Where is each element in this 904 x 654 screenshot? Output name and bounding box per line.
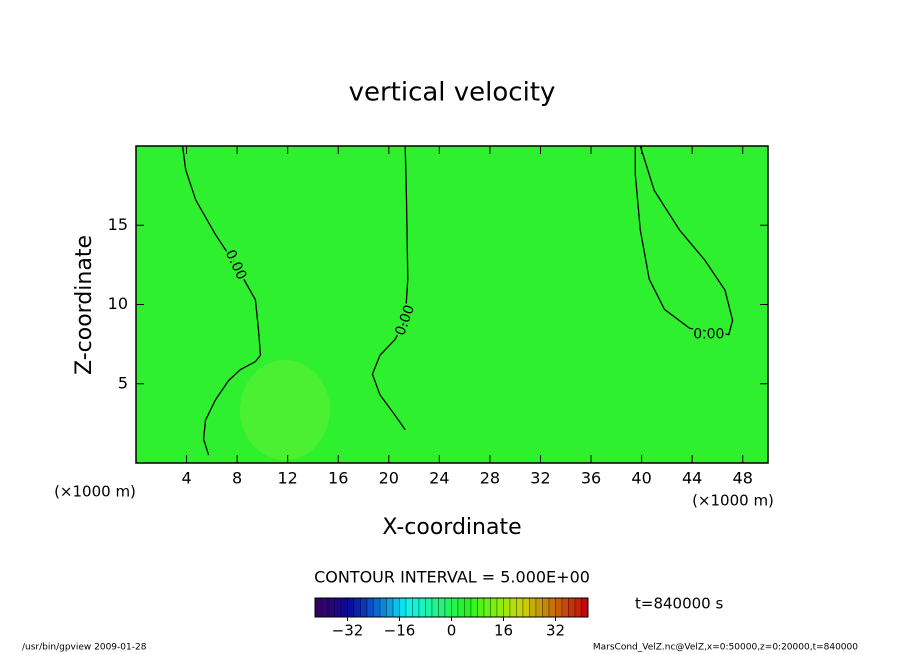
colorbar-cell: [561, 597, 569, 618]
x-unit-label: (×1000 m): [692, 492, 774, 510]
y-tick-label: 5: [118, 373, 128, 392]
colorbar-cell: [353, 597, 361, 618]
colorbar-cell: [568, 597, 576, 618]
colorbar-cell: [327, 597, 335, 618]
x-tick-label: 24: [429, 469, 449, 488]
y-tick-label: 10: [108, 294, 128, 313]
colorbar-cell: [334, 597, 342, 618]
colorbar-cell: [483, 597, 491, 618]
x-tick-label: 16: [328, 469, 348, 488]
colorbar-cell: [392, 597, 400, 618]
colorbar-tick-label: −16: [384, 622, 416, 640]
contour-line: [371, 145, 409, 431]
plot-fill: [136, 146, 768, 463]
colorbar-cell: [581, 597, 589, 618]
colorbar-cell: [535, 597, 543, 618]
colorbar-cell: [386, 597, 394, 618]
x-tick-label: 32: [530, 469, 550, 488]
colorbar-cell: [340, 597, 348, 618]
x-tick-label: 40: [631, 469, 651, 488]
colorbar-cell: [444, 597, 452, 618]
field-patch: [240, 360, 330, 460]
time-label: t=840000 s: [635, 595, 723, 613]
x-unit-label: (×1000 m): [54, 483, 136, 501]
x-tick-label: 8: [232, 469, 242, 488]
contour-interval: CONTOUR INTERVAL = 5.000E+00: [314, 568, 590, 587]
x-tick-label: 20: [379, 469, 399, 488]
colorbar-cell: [347, 597, 355, 618]
colorbar-cell: [516, 597, 524, 618]
colorbar-cell: [470, 597, 478, 618]
contour-label: 0.00: [693, 327, 724, 343]
colorbar-tick-label: 0: [447, 622, 457, 640]
colorbar-cell: [464, 597, 472, 618]
x-tick-label: 12: [278, 469, 298, 488]
footer-left: /usr/bin/gpview 2009-01-28: [22, 643, 147, 653]
colorbar-cell: [314, 597, 322, 618]
colorbar-cell: [405, 597, 413, 618]
colorbar-cell: [360, 597, 368, 618]
colorbar-cell: [438, 597, 446, 618]
colorbar-cell: [399, 597, 407, 618]
colorbar-cell: [529, 597, 537, 618]
colorbar-cell: [321, 597, 329, 618]
colorbar-cell: [418, 597, 426, 618]
colorbar-tick-label: 16: [494, 622, 513, 640]
footer-right: MarsCond_VelZ.nc@VelZ,x=0:50000,z=0:2000…: [593, 643, 858, 653]
x-tick-label: 4: [181, 469, 191, 488]
colorbar-cell: [457, 597, 465, 618]
colorbar-cell: [496, 597, 504, 618]
colorbar-cell: [555, 597, 563, 618]
colorbar-cell: [522, 597, 530, 618]
contour-line: [634, 145, 734, 336]
colorbar-cell: [412, 597, 420, 618]
colorbar-cell: [366, 597, 374, 618]
contour-line: [181, 145, 262, 456]
colorbar-cell: [574, 597, 582, 618]
x-tick-label: 36: [581, 469, 601, 488]
x-tick-label: 48: [733, 469, 753, 488]
colorbar-cell: [373, 597, 381, 618]
chart-title: vertical velocity: [349, 78, 556, 108]
x-tick-label: 44: [682, 469, 702, 488]
colorbar-tick-label: 32: [546, 622, 565, 640]
colorbar-cell: [451, 597, 459, 618]
colorbar-cell: [542, 597, 550, 618]
colorbar-cell: [477, 597, 485, 618]
colorbar-tick-label: −32: [332, 622, 364, 640]
x-axis-label: X-coordinate: [382, 515, 521, 540]
colorbar-cell: [548, 597, 556, 618]
x-tick-label: 28: [480, 469, 500, 488]
colorbar-cell: [490, 597, 498, 618]
y-axis-label: Z-coordinate: [72, 235, 97, 375]
y-tick-label: 15: [108, 215, 128, 234]
colorbar-cell: [431, 597, 439, 618]
colorbar-cell: [379, 597, 387, 618]
colorbar-cell: [425, 597, 433, 618]
colorbar-cell: [509, 597, 517, 618]
colorbar-cell: [503, 597, 511, 618]
